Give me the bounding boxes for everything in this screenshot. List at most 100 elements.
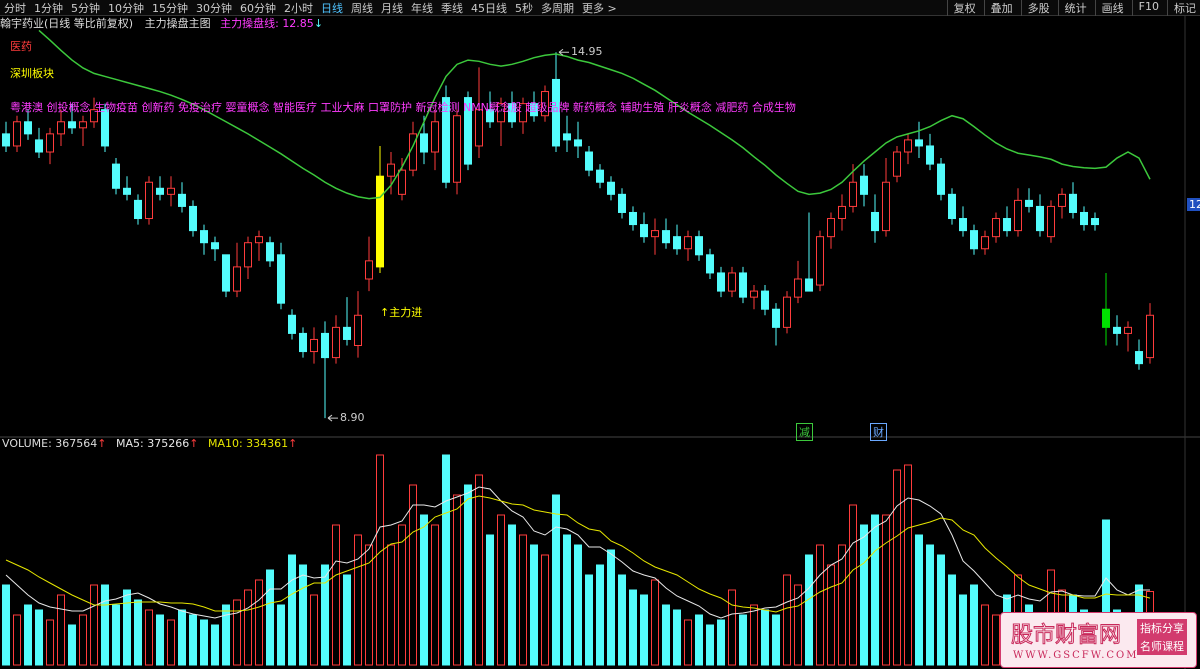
candle-body	[1047, 205, 1055, 238]
candle-body	[79, 121, 87, 129]
candle-body	[321, 332, 329, 359]
volume-bar	[662, 604, 670, 666]
toolbar-button[interactable]: 复权	[946, 0, 976, 16]
candle-body	[508, 103, 516, 123]
toolbar-button[interactable]: 年线	[411, 1, 433, 15]
candle-body	[959, 218, 967, 232]
volume-bar	[409, 484, 417, 666]
volume-bar	[299, 564, 307, 666]
toolbar-button[interactable]: 60分钟	[240, 1, 276, 15]
candle-body	[1135, 351, 1143, 365]
candle-body	[695, 236, 703, 256]
candle-body	[167, 187, 175, 195]
toolbar-button[interactable]: 画线	[1094, 0, 1124, 16]
toolbar-button[interactable]: F10	[1131, 0, 1159, 16]
candle-body	[156, 187, 164, 195]
volume-bar	[2, 584, 10, 666]
concepts-label: 粤港澳 创投概念 生物疫苗 创新药 免疫治疗 婴童概念 智能医疗 工业大麻 口罩…	[10, 101, 796, 114]
toolbar-button[interactable]: 季线	[441, 1, 463, 15]
volume-bar	[46, 619, 54, 666]
candle-body	[200, 230, 208, 244]
volume-bar	[574, 544, 582, 666]
candle-body	[618, 193, 626, 213]
volume-bar	[739, 614, 747, 666]
candle-body	[112, 163, 120, 189]
event-marker[interactable]: 减	[796, 423, 813, 441]
volume-bar	[805, 554, 813, 666]
toolbar-button[interactable]: 更多 >	[582, 1, 617, 15]
toolbar-button[interactable]: 5秒	[515, 1, 533, 15]
candle-body	[970, 230, 978, 250]
volume-bar	[761, 609, 769, 666]
candle-body	[57, 121, 65, 135]
toolbar-button[interactable]: 月线	[381, 1, 403, 15]
volume-bar	[387, 544, 395, 666]
watermark-url: WWW.GSCFW.COM	[1013, 650, 1139, 661]
toolbar-button[interactable]: 叠加	[983, 0, 1013, 16]
candle-body	[145, 181, 153, 220]
candle-body	[838, 205, 846, 220]
candle-body	[640, 224, 648, 238]
volume-bar	[816, 544, 824, 666]
candle-body	[893, 151, 901, 177]
candle-body	[288, 314, 296, 334]
toolbar-button[interactable]: 周线	[351, 1, 373, 15]
candle-body	[585, 151, 593, 171]
candle-body	[90, 109, 98, 123]
candle-body	[519, 103, 527, 123]
candle-body	[35, 139, 43, 153]
volume-ma-line	[5, 486, 1151, 619]
candle-body	[574, 139, 582, 147]
line-arrow: ↓	[313, 17, 324, 30]
toolbar-button[interactable]: 2小时	[284, 1, 313, 15]
volume-bar	[332, 524, 340, 666]
toolbar-button[interactable]: 日线	[321, 1, 343, 15]
candle-body	[178, 193, 186, 207]
candle-body	[134, 199, 142, 220]
candle-body	[101, 109, 109, 147]
toolbar-button[interactable]: 1分钟	[34, 1, 63, 15]
indicator-name[interactable]: 主力操盘主图	[144, 17, 211, 30]
high-label: 14.95	[571, 45, 603, 58]
volume-bar	[695, 614, 703, 666]
toolbar-button[interactable]: 多周期	[541, 1, 574, 15]
candle-body	[211, 242, 219, 250]
ma5-arrow: ↑	[189, 437, 199, 450]
volume-bar	[585, 574, 593, 666]
toolbar-button[interactable]: 10分钟	[108, 1, 144, 15]
toolbar-button[interactable]: 统计	[1057, 0, 1087, 16]
candle-body	[937, 163, 945, 195]
candle-body	[530, 103, 538, 117]
candle-body	[497, 103, 505, 123]
volume-bar	[145, 609, 153, 666]
candle-body	[662, 230, 670, 244]
toolbar-button[interactable]: 多股	[1020, 0, 1050, 16]
event-marker[interactable]: 财	[870, 423, 887, 441]
volume-bar	[222, 604, 230, 666]
volume-bar	[552, 494, 560, 666]
candle-body	[310, 338, 318, 353]
toolbar-button[interactable]: 标记	[1167, 0, 1196, 16]
candle-body	[387, 163, 395, 177]
line-value: 12.85	[282, 17, 314, 30]
volume-bar	[838, 544, 846, 666]
volume-bar	[442, 454, 450, 666]
toolbar-button[interactable]: 30分钟	[196, 1, 232, 15]
volume-bar	[684, 619, 692, 666]
ma5-value: 375266	[147, 437, 190, 450]
volume-bar	[13, 614, 21, 666]
toolbar-button[interactable]: 5分钟	[71, 1, 100, 15]
watermark-tag: 指标分享	[1137, 619, 1187, 637]
toolbar-button[interactable]: 15分钟	[152, 1, 188, 15]
volume-bar	[651, 579, 659, 666]
volume-bar	[948, 574, 956, 666]
candle-body	[442, 97, 450, 183]
toolbar-button[interactable]: 45日线	[471, 1, 507, 15]
candle-body	[1124, 326, 1132, 334]
volume-bar	[178, 609, 186, 666]
volume-bar	[90, 584, 98, 666]
candle-body	[343, 326, 351, 340]
toolbar-button[interactable]: 分时	[4, 1, 26, 15]
volume-bar	[728, 589, 736, 666]
